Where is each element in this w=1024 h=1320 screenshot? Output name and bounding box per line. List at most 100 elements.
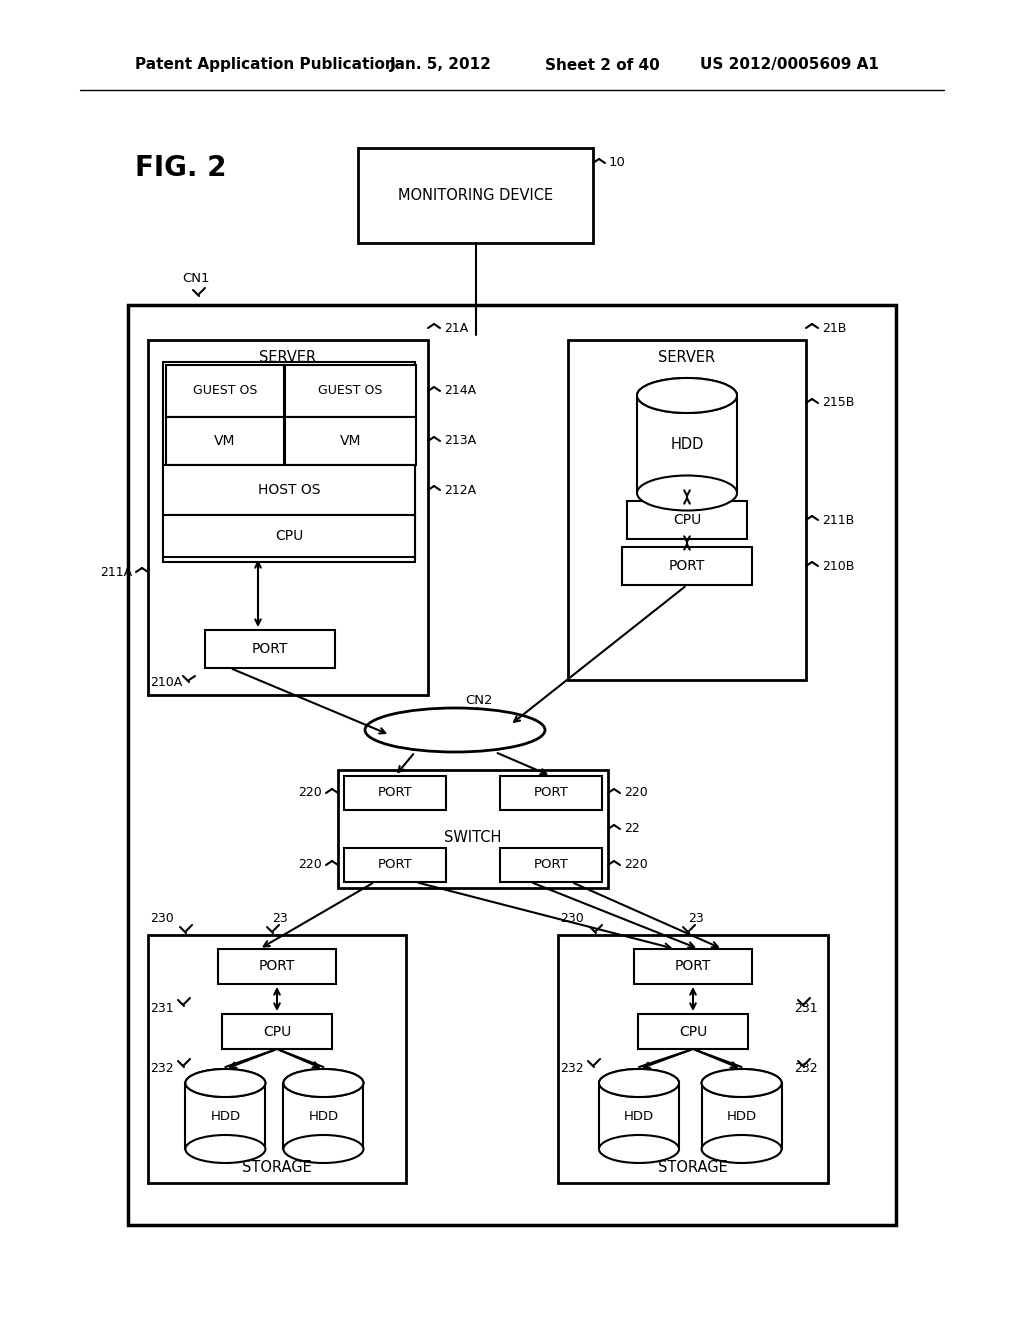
Bar bbox=[222, 1014, 332, 1049]
Bar bbox=[163, 362, 415, 562]
Bar bbox=[338, 770, 608, 888]
Text: 213A: 213A bbox=[444, 434, 476, 447]
Ellipse shape bbox=[599, 1135, 679, 1163]
Text: CPU: CPU bbox=[679, 1024, 708, 1039]
Bar bbox=[163, 465, 415, 515]
Text: PORT: PORT bbox=[534, 787, 568, 800]
Ellipse shape bbox=[637, 475, 737, 511]
Bar bbox=[500, 776, 602, 810]
Text: HDD: HDD bbox=[210, 1110, 241, 1122]
Text: Patent Application Publication: Patent Application Publication bbox=[135, 58, 395, 73]
Bar bbox=[285, 366, 416, 417]
Text: CPU: CPU bbox=[263, 1024, 291, 1039]
Text: STORAGE: STORAGE bbox=[242, 1159, 312, 1175]
Bar bbox=[128, 305, 896, 1225]
Text: STORAGE: STORAGE bbox=[658, 1159, 728, 1175]
Text: Sheet 2 of 40: Sheet 2 of 40 bbox=[545, 58, 659, 73]
Bar bbox=[205, 630, 335, 668]
Ellipse shape bbox=[284, 1069, 364, 1097]
Text: MONITORING DEVICE: MONITORING DEVICE bbox=[398, 187, 553, 203]
Bar bbox=[148, 341, 428, 696]
Ellipse shape bbox=[185, 1069, 265, 1097]
Text: 210A: 210A bbox=[150, 676, 182, 689]
Text: CPU: CPU bbox=[673, 513, 701, 527]
Text: PORT: PORT bbox=[252, 642, 288, 656]
Text: 211A: 211A bbox=[100, 565, 132, 578]
Ellipse shape bbox=[185, 1135, 265, 1163]
Text: CPU: CPU bbox=[274, 529, 303, 543]
Text: SERVER: SERVER bbox=[658, 351, 716, 366]
Text: 230: 230 bbox=[560, 912, 584, 925]
Text: 215B: 215B bbox=[822, 396, 854, 409]
Text: PORT: PORT bbox=[675, 960, 712, 974]
Text: HOST OS: HOST OS bbox=[258, 483, 321, 498]
Text: HDD: HDD bbox=[308, 1110, 339, 1122]
Text: 232: 232 bbox=[150, 1063, 174, 1076]
Text: 230: 230 bbox=[150, 912, 174, 925]
Bar bbox=[148, 935, 406, 1183]
Text: 21A: 21A bbox=[444, 322, 468, 334]
Bar bbox=[358, 148, 593, 243]
Ellipse shape bbox=[599, 1069, 679, 1097]
Text: 220: 220 bbox=[624, 787, 648, 800]
Bar bbox=[634, 949, 752, 983]
Ellipse shape bbox=[637, 378, 737, 413]
Text: 211B: 211B bbox=[822, 513, 854, 527]
Bar bbox=[344, 776, 446, 810]
Text: 231: 231 bbox=[795, 1002, 818, 1015]
Text: SERVER: SERVER bbox=[259, 351, 316, 366]
Text: CN1: CN1 bbox=[182, 272, 210, 285]
Ellipse shape bbox=[701, 1135, 781, 1163]
Ellipse shape bbox=[701, 1069, 781, 1097]
Text: 220: 220 bbox=[624, 858, 648, 871]
Text: HDD: HDD bbox=[671, 437, 703, 451]
Bar bbox=[285, 417, 416, 465]
Ellipse shape bbox=[284, 1069, 364, 1097]
Text: 21B: 21B bbox=[822, 322, 847, 334]
Text: FIG. 2: FIG. 2 bbox=[135, 154, 226, 182]
Bar bbox=[622, 546, 752, 585]
Text: 232: 232 bbox=[795, 1063, 818, 1076]
Text: 23: 23 bbox=[272, 912, 288, 925]
Text: PORT: PORT bbox=[378, 858, 413, 871]
Text: 220: 220 bbox=[298, 787, 322, 800]
Text: GUEST OS: GUEST OS bbox=[318, 384, 383, 397]
Text: 220: 220 bbox=[298, 858, 322, 871]
Text: 210B: 210B bbox=[822, 560, 854, 573]
Bar bbox=[558, 935, 828, 1183]
Text: PORT: PORT bbox=[534, 858, 568, 871]
Text: HDD: HDD bbox=[727, 1110, 757, 1122]
Ellipse shape bbox=[365, 708, 545, 752]
Ellipse shape bbox=[637, 378, 737, 413]
Text: PORT: PORT bbox=[259, 960, 295, 974]
Bar bbox=[163, 515, 415, 557]
Text: 10: 10 bbox=[609, 157, 626, 169]
Bar bbox=[568, 341, 806, 680]
Text: CN2: CN2 bbox=[465, 693, 493, 706]
Text: VM: VM bbox=[214, 434, 236, 447]
Bar bbox=[166, 366, 284, 417]
Bar bbox=[166, 417, 284, 465]
Ellipse shape bbox=[185, 1069, 265, 1097]
Bar bbox=[500, 847, 602, 882]
Ellipse shape bbox=[599, 1069, 679, 1097]
Bar bbox=[638, 1014, 748, 1049]
Bar bbox=[218, 949, 336, 983]
Text: GUEST OS: GUEST OS bbox=[193, 384, 257, 397]
Bar bbox=[344, 847, 446, 882]
Text: PORT: PORT bbox=[669, 558, 706, 573]
Text: US 2012/0005609 A1: US 2012/0005609 A1 bbox=[700, 58, 879, 73]
Text: 214A: 214A bbox=[444, 384, 476, 397]
Ellipse shape bbox=[701, 1069, 781, 1097]
Text: PORT: PORT bbox=[378, 787, 413, 800]
Bar bbox=[627, 502, 746, 539]
Text: SWITCH: SWITCH bbox=[444, 829, 502, 845]
Text: HDD: HDD bbox=[624, 1110, 654, 1122]
Ellipse shape bbox=[284, 1135, 364, 1163]
Text: 212A: 212A bbox=[444, 483, 476, 496]
Text: 22: 22 bbox=[624, 822, 640, 836]
Text: 231: 231 bbox=[150, 1002, 174, 1015]
Text: Jan. 5, 2012: Jan. 5, 2012 bbox=[390, 58, 492, 73]
Text: 232: 232 bbox=[560, 1063, 584, 1076]
Text: 23: 23 bbox=[688, 912, 703, 925]
